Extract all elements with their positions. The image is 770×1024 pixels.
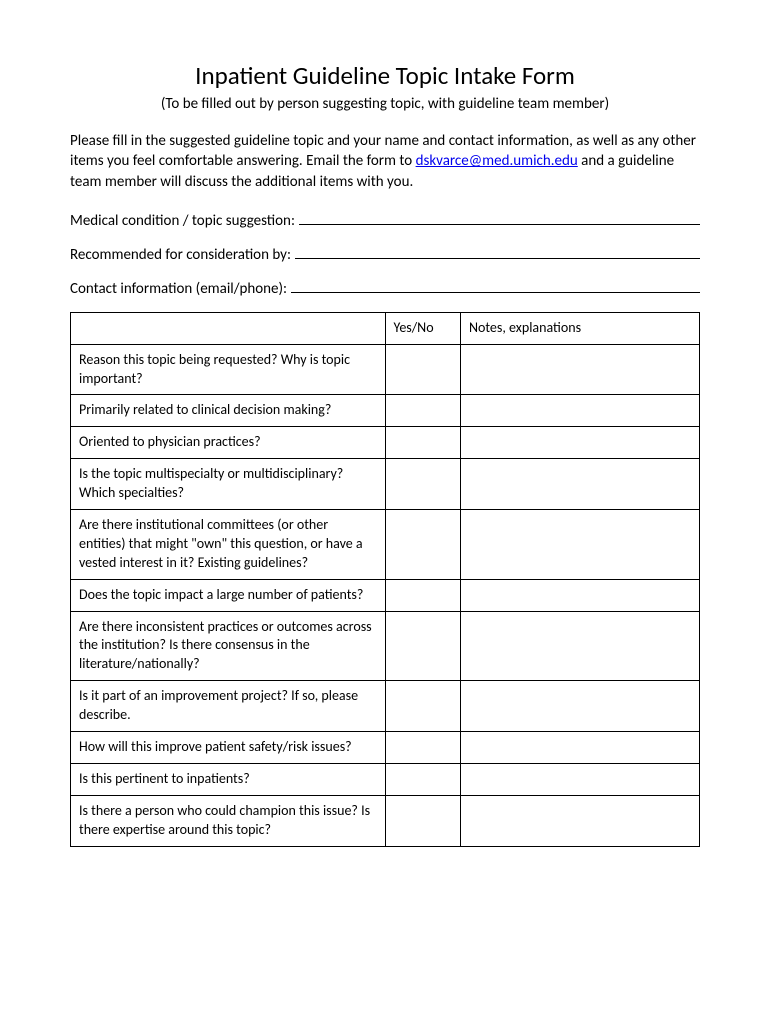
yesno-cell[interactable]	[385, 509, 460, 579]
notes-cell[interactable]	[460, 344, 699, 395]
header-yesno: Yes/No	[385, 312, 460, 344]
yesno-cell[interactable]	[385, 579, 460, 611]
yesno-cell[interactable]	[385, 681, 460, 732]
field-label-recommended: Recommended for consideration by:	[70, 246, 291, 264]
table-header-row: Yes/No Notes, explanations	[71, 312, 700, 344]
notes-cell[interactable]	[460, 459, 699, 510]
field-label-contact: Contact information (email/phone):	[70, 280, 287, 298]
question-cell: Are there institutional committees (or o…	[71, 509, 386, 579]
notes-cell[interactable]	[460, 732, 699, 764]
questions-table: Yes/No Notes, explanations Reason this t…	[70, 312, 700, 847]
intro-paragraph: Please fill in the suggested guideline t…	[70, 131, 700, 192]
notes-cell[interactable]	[460, 681, 699, 732]
table-row: Oriented to physician practices?	[71, 427, 700, 459]
table-row: Is this pertinent to inpatients?	[71, 763, 700, 795]
question-cell: Reason this topic being requested? Why i…	[71, 344, 386, 395]
field-input-recommended[interactable]	[295, 244, 700, 259]
question-cell: Is there a person who could champion thi…	[71, 795, 386, 846]
yesno-cell[interactable]	[385, 611, 460, 681]
table-row: Primarily related to clinical decision m…	[71, 395, 700, 427]
table-row: Does the topic impact a large number of …	[71, 579, 700, 611]
yesno-cell[interactable]	[385, 344, 460, 395]
field-input-contact[interactable]	[291, 278, 700, 293]
question-cell: Are there inconsistent practices or outc…	[71, 611, 386, 681]
field-input-medical[interactable]	[299, 210, 700, 225]
question-cell: Primarily related to clinical decision m…	[71, 395, 386, 427]
table-row: How will this improve patient safety/ris…	[71, 732, 700, 764]
question-cell: Oriented to physician practices?	[71, 427, 386, 459]
page-subtitle: (To be filled out by person suggesting t…	[70, 95, 700, 113]
yesno-cell[interactable]	[385, 459, 460, 510]
table-row: Is it part of an improvement project? If…	[71, 681, 700, 732]
table-row: Are there institutional committees (or o…	[71, 509, 700, 579]
table-row: Is there a person who could champion thi…	[71, 795, 700, 846]
email-link[interactable]: dskvarce@med.umich.edu	[416, 152, 578, 170]
question-cell: How will this improve patient safety/ris…	[71, 732, 386, 764]
table-row: Are there inconsistent practices or outc…	[71, 611, 700, 681]
notes-cell[interactable]	[460, 763, 699, 795]
notes-cell[interactable]	[460, 795, 699, 846]
notes-cell[interactable]	[460, 509, 699, 579]
yesno-cell[interactable]	[385, 395, 460, 427]
field-label-medical: Medical condition / topic suggestion:	[70, 212, 295, 230]
yesno-cell[interactable]	[385, 732, 460, 764]
question-cell: Is the topic multispecialty or multidisc…	[71, 459, 386, 510]
notes-cell[interactable]	[460, 579, 699, 611]
yesno-cell[interactable]	[385, 795, 460, 846]
question-cell: Is it part of an improvement project? If…	[71, 681, 386, 732]
notes-cell[interactable]	[460, 611, 699, 681]
field-recommended-by: Recommended for consideration by:	[70, 244, 700, 264]
notes-cell[interactable]	[460, 395, 699, 427]
notes-cell[interactable]	[460, 427, 699, 459]
question-cell: Does the topic impact a large number of …	[71, 579, 386, 611]
field-medical-condition: Medical condition / topic suggestion:	[70, 210, 700, 230]
yesno-cell[interactable]	[385, 763, 460, 795]
table-row: Is the topic multispecialty or multidisc…	[71, 459, 700, 510]
field-contact-info: Contact information (email/phone):	[70, 278, 700, 298]
yesno-cell[interactable]	[385, 427, 460, 459]
page-title: Inpatient Guideline Topic Intake Form	[70, 60, 700, 91]
header-question	[71, 312, 386, 344]
table-row: Reason this topic being requested? Why i…	[71, 344, 700, 395]
question-cell: Is this pertinent to inpatients?	[71, 763, 386, 795]
header-notes: Notes, explanations	[460, 312, 699, 344]
